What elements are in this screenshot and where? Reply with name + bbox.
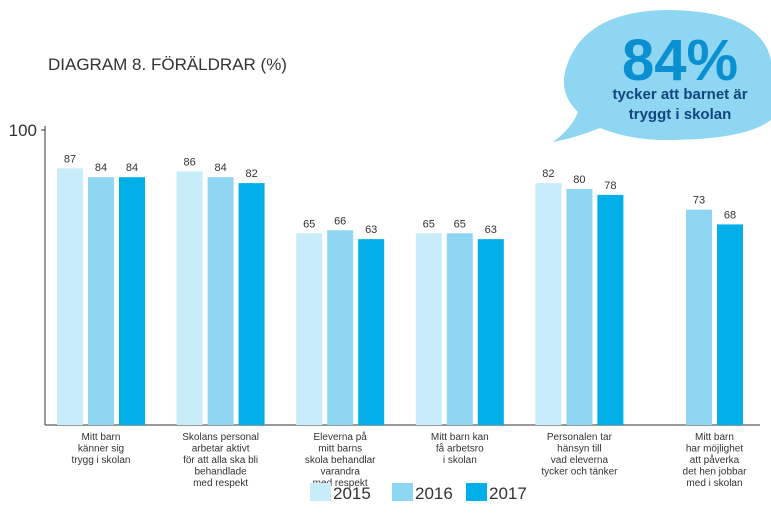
x-tick-label: med respekt xyxy=(193,478,248,489)
x-tick-label: vad eleverna xyxy=(551,455,609,466)
x-tick-label: behandlade xyxy=(194,467,247,478)
bar xyxy=(296,233,323,425)
value-label: 86 xyxy=(183,156,195,168)
x-tick-label: arbetar aktivt xyxy=(192,444,250,455)
speech-bubble xyxy=(553,10,771,142)
bar xyxy=(176,171,203,425)
value-label: 84 xyxy=(126,162,138,174)
x-tick-label: Skolans personal xyxy=(182,432,259,443)
value-label: 68 xyxy=(724,209,736,221)
bar xyxy=(88,177,114,425)
value-label: 87 xyxy=(64,153,76,165)
bar xyxy=(535,183,562,425)
legend-label: 2015 xyxy=(333,484,371,503)
x-tick-label: skola behandlar xyxy=(305,455,376,466)
x-tick-label: det hen jobbar xyxy=(683,467,748,478)
x-tick-label: känner sig xyxy=(78,444,124,455)
x-tick-label: Mitt barn xyxy=(695,432,734,443)
x-tick-label: för att alla ska bli xyxy=(183,455,258,466)
bar xyxy=(119,177,145,425)
value-label: 65 xyxy=(423,218,435,230)
value-label: 73 xyxy=(693,195,705,207)
x-tick-label: Eleverna på xyxy=(314,431,368,443)
bar xyxy=(717,224,743,425)
bar xyxy=(446,233,473,425)
bar xyxy=(477,239,504,425)
x-tick-label: varandra xyxy=(320,467,360,478)
x-tick-label: Personalen tar xyxy=(547,432,613,443)
value-label: 63 xyxy=(365,224,377,236)
legend-swatch xyxy=(310,483,331,501)
value-label: 82 xyxy=(245,168,257,180)
legend-label: 2017 xyxy=(489,484,527,503)
x-tick-label: få arbetsro xyxy=(436,443,484,455)
bar xyxy=(566,189,593,425)
x-tick-label: har möjlighet xyxy=(686,444,743,455)
value-label: 65 xyxy=(303,218,315,230)
value-label: 80 xyxy=(573,174,585,186)
bar xyxy=(327,230,354,425)
bar xyxy=(57,168,83,425)
legend-label: 2016 xyxy=(415,484,453,503)
value-label: 82 xyxy=(542,168,554,180)
chart-title: DIAGRAM 8. FÖRÄLDRAR (%) xyxy=(48,55,287,74)
x-tick-label: Mitt barn kan xyxy=(431,432,489,443)
value-label: 65 xyxy=(454,218,466,230)
value-label: 84 xyxy=(214,162,226,174)
x-tick-label: i skolan xyxy=(443,455,477,466)
annotation-line: tryggt i skolan xyxy=(629,106,732,123)
x-tick-label: tycker och tänker xyxy=(541,467,618,478)
x-tick-label: Mitt barn xyxy=(82,432,121,443)
legend-swatch xyxy=(392,483,413,501)
x-tick-label: med respekt xyxy=(313,478,368,489)
bar xyxy=(207,177,234,425)
annotation-headline: 84% xyxy=(622,28,738,93)
legend-swatch xyxy=(466,483,487,501)
bar xyxy=(686,209,712,425)
value-label: 84 xyxy=(95,162,107,174)
x-tick-label: hänsyn till xyxy=(557,444,601,455)
x-tick-label: mitt barns xyxy=(318,444,362,455)
bar xyxy=(415,233,442,425)
bar xyxy=(238,183,265,425)
x-tick-label: att påverka xyxy=(690,454,740,466)
value-label: 78 xyxy=(604,180,616,192)
x-tick-label: med i skolan xyxy=(686,478,742,489)
value-label: 66 xyxy=(334,215,346,227)
y-tick-label: 100 xyxy=(9,121,37,140)
bar xyxy=(358,239,385,425)
bar xyxy=(597,194,624,425)
annotation-line: tycker att barnet är xyxy=(612,86,747,103)
bubble-shape xyxy=(553,10,771,142)
value-label: 63 xyxy=(485,224,497,236)
x-tick-label: trygg i skolan xyxy=(72,455,131,466)
